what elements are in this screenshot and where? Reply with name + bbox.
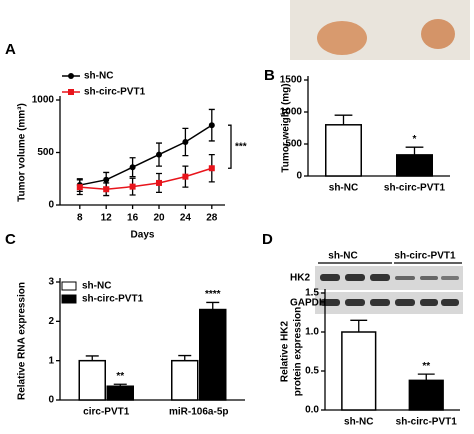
- legend-label: sh-circ-PVT1: [84, 87, 146, 98]
- bar: [171, 359, 199, 401]
- x-tick-label: sh-NC: [329, 183, 358, 194]
- error-bar: [182, 127, 189, 157]
- bands: [320, 274, 459, 306]
- bar: [396, 154, 433, 177]
- blot-group-label: sh-circ-PVT1: [394, 251, 456, 262]
- annotation: **: [422, 361, 430, 372]
- x-tick-label: sh-circ-PVT1: [396, 417, 458, 428]
- y-axis-label: Tumor weight (mg): [281, 83, 292, 172]
- error-bar: [405, 146, 424, 155]
- error-bar: [156, 172, 162, 194]
- marker: [208, 165, 215, 172]
- series-line: [79, 124, 213, 186]
- error-bar: [206, 301, 220, 310]
- marker: [208, 122, 215, 129]
- y-tick-label: 0: [296, 171, 302, 182]
- x-tick-label: 20: [153, 213, 165, 224]
- y-tick-label: 1.0: [305, 327, 319, 338]
- bar: [78, 359, 106, 401]
- panel-label: B: [264, 67, 275, 84]
- marker: [129, 183, 136, 190]
- tumor: [317, 21, 367, 55]
- y-tick-label: 3: [48, 277, 54, 288]
- legend-marker: [68, 89, 74, 95]
- y-tick-label: 1000: [280, 107, 303, 118]
- y-tick-label: 1: [48, 355, 54, 366]
- legend-swatch: [61, 281, 77, 291]
- marker: [76, 184, 83, 191]
- marker: [156, 179, 162, 186]
- error-bar: [129, 157, 136, 178]
- y-axis-label: protein expression: [293, 307, 304, 396]
- error-bar: [334, 114, 353, 125]
- y-tick-label: 500: [285, 139, 302, 150]
- error-bar: [178, 354, 192, 361]
- error-bar: [103, 171, 110, 188]
- y-tick-label: 0: [48, 200, 54, 211]
- x-tick-label: sh-NC: [344, 417, 373, 428]
- marker: [129, 164, 136, 171]
- bar: [106, 385, 134, 401]
- bar: [199, 308, 227, 401]
- marker: [182, 173, 189, 180]
- error-bar: [208, 108, 215, 142]
- y-tick-label: 1500: [280, 75, 303, 86]
- legend-label: sh-circ-PVT1: [82, 294, 144, 305]
- bar: [325, 124, 362, 177]
- bar: [341, 331, 377, 411]
- y-tick-label: 0: [48, 395, 54, 406]
- x-tick-label: miR-106a-5p: [169, 407, 228, 418]
- significance-bracket: [228, 124, 232, 169]
- x-tick-label: 16: [127, 213, 139, 224]
- x-tick-label: 12: [101, 213, 113, 224]
- y-tick-label: 1.5: [305, 288, 319, 299]
- annotation: ***: [235, 141, 247, 152]
- panel-label: D: [262, 231, 273, 248]
- y-tick-label: 0.5: [305, 366, 319, 377]
- error-bar: [208, 153, 215, 183]
- x-axis-label: Days: [131, 230, 155, 241]
- y-tick-label: 1000: [32, 95, 55, 106]
- y-axis-label: Relative RNA expression: [17, 282, 28, 400]
- series-line: [79, 167, 213, 191]
- x-tick-label: circ-PVT1: [83, 407, 130, 418]
- marker: [182, 139, 189, 145]
- blot-row-label: GAPDH: [290, 298, 326, 309]
- error-bar: [182, 165, 189, 188]
- blot-group-label: sh-NC: [328, 251, 357, 262]
- blot-row-label: HK2: [290, 273, 310, 284]
- annotation: ****: [205, 289, 221, 300]
- bar: [408, 379, 444, 411]
- x-tick-label: 24: [180, 213, 192, 224]
- x-tick-label: 8: [77, 213, 83, 224]
- y-tick-label: 0.0: [305, 405, 319, 416]
- y-tick-label: 2: [48, 316, 54, 327]
- x-tick-label: 28: [206, 213, 218, 224]
- legend-marker: [68, 73, 74, 79]
- error-bar: [156, 142, 162, 167]
- error-bar: [76, 179, 83, 196]
- marker: [156, 151, 162, 158]
- error-bar: [103, 182, 110, 197]
- error-bar: [113, 383, 127, 387]
- panel-label: C: [5, 231, 16, 248]
- error-bar: [350, 319, 368, 332]
- legend-swatch: [61, 294, 77, 304]
- legend-label: sh-NC: [84, 71, 113, 82]
- y-tick-label: 500: [37, 147, 54, 158]
- annotation: *: [413, 134, 417, 145]
- annotation: **: [116, 371, 124, 382]
- marker: [103, 176, 110, 183]
- tumor: [421, 19, 455, 49]
- marker: [103, 186, 110, 193]
- y-axis-label: Tumor volume (mm³): [17, 103, 28, 202]
- panel-label: A: [5, 41, 16, 58]
- y-axis-label: Relative HK2: [280, 320, 291, 382]
- error-bar: [129, 177, 136, 196]
- error-bar: [417, 373, 435, 381]
- x-tick-label: sh-circ-PVT1: [384, 183, 446, 194]
- legend-label: sh-NC: [82, 281, 111, 292]
- error-bar: [85, 355, 99, 361]
